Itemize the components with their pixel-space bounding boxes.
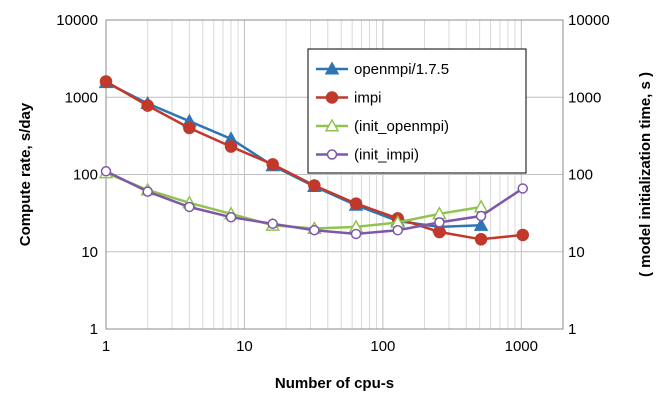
- y-tick-label-left: 1: [90, 321, 98, 338]
- data-point: [433, 225, 446, 239]
- data-point: [99, 75, 113, 88]
- data-point: [475, 210, 487, 222]
- data-point: [474, 233, 488, 246]
- data-point: [142, 186, 153, 197]
- legend-marker: [324, 118, 340, 132]
- x-tick-label: 100: [370, 338, 395, 355]
- legend-label: openmpi/1.7.5: [354, 61, 449, 78]
- y-tick-label-right: 1: [568, 321, 576, 338]
- y-tick-label-left: 10: [81, 244, 98, 261]
- x-tick-label: 1: [102, 338, 110, 355]
- x-tick-label: 1000: [505, 338, 538, 355]
- y-tick-label-left: 10000: [56, 12, 98, 29]
- legend-item: openmpi/1.7.5: [316, 61, 449, 78]
- legend-marker: [325, 91, 339, 104]
- y-tick-label-right: 10: [568, 244, 585, 261]
- legend-item: impi: [316, 90, 382, 107]
- data-point: [309, 224, 320, 236]
- y-tick-label-right: 100: [568, 167, 593, 184]
- data-point: [183, 121, 196, 135]
- data-point: [350, 228, 362, 240]
- data-point: [517, 183, 529, 194]
- legend: openmpi/1.7.5 impi (init_openmpi) (init_imp…: [307, 48, 527, 174]
- y-tick-label-right: 10000: [568, 12, 610, 29]
- y-tick-label-left: 100: [73, 167, 98, 184]
- legend-label: impi: [354, 90, 382, 107]
- data-point: [225, 211, 237, 223]
- data-point: [100, 166, 112, 177]
- data-point: [308, 179, 321, 192]
- legend-marker: [326, 149, 338, 160]
- series-group: [98, 75, 530, 246]
- legend-item: (init_openmpi): [316, 118, 449, 135]
- data-point: [473, 199, 489, 213]
- data-point: [141, 99, 154, 112]
- data-point: [516, 228, 530, 242]
- data-point: [434, 217, 445, 228]
- series-4: [100, 166, 529, 240]
- y-axis-label-right: ( model initialization time, s ): [637, 72, 654, 277]
- data-point: [267, 218, 278, 230]
- x-tick-label: 10: [236, 338, 253, 355]
- data-point: [349, 197, 363, 210]
- legend-label: (init_openmpi): [354, 118, 449, 135]
- legend-item: (init_impi): [316, 147, 419, 164]
- data-point: [392, 224, 403, 236]
- legend-marker: [324, 61, 340, 75]
- y-tick-label-right: 1000: [568, 89, 601, 106]
- tick-labels: 1 10 100 1000 1 10 100 1000 10000 1 10 100 1000 10000: [56, 12, 609, 355]
- data-point: [473, 217, 489, 231]
- data-point: [266, 158, 279, 171]
- y-axis-label-left: Compute rate, s/day: [17, 102, 34, 246]
- legend-label: (init_impi): [354, 147, 419, 164]
- data-point: [184, 201, 195, 213]
- y-tick-label-left: 1000: [65, 89, 98, 106]
- data-point: [224, 140, 238, 153]
- x-axis-label: Number of cpu-s: [275, 375, 394, 392]
